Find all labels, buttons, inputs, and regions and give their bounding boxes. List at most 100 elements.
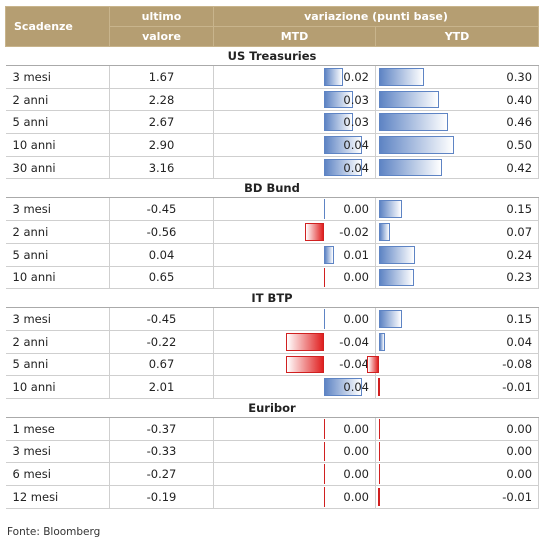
bar-positive — [379, 332, 385, 351]
maturity-label: 5 anni — [5, 243, 110, 267]
last-value: 2.90 — [109, 133, 214, 157]
header-mtd: MTD — [213, 26, 376, 47]
bar-axis — [379, 441, 380, 462]
change-value: 0.00 — [343, 489, 369, 504]
last-value: 1.67 — [109, 65, 214, 89]
table-row: 12 mesi -0.19 0.00 -0.01 — [5, 485, 540, 509]
bar-positive — [324, 68, 343, 86]
table-row: 30 anni 3.16 0.04 0.42 — [5, 156, 540, 180]
last-value: 0.67 — [109, 353, 214, 377]
change-value: 0.04 — [506, 334, 533, 349]
table-row: 10 anni 0.65 0.00 0.23 — [5, 266, 540, 290]
last-value: 2.67 — [109, 110, 214, 135]
change-value: 0.40 — [506, 92, 533, 107]
bar-positive — [324, 158, 362, 177]
change-value: 0.03 — [343, 115, 369, 130]
bar-negative — [286, 332, 324, 351]
bar-axis — [379, 464, 380, 484]
table-row: 5 anni 0.67 -0.04 -0.08 — [5, 353, 540, 377]
change-value: 0.50 — [506, 137, 533, 152]
maturity-label: 3 mesi — [5, 65, 110, 89]
bar-positive — [324, 90, 353, 109]
last-value: -0.37 — [109, 417, 214, 441]
table-row: 2 anni -0.22 -0.04 0.04 — [5, 330, 540, 354]
last-value: 2.01 — [109, 375, 214, 399]
last-value: -0.19 — [109, 485, 214, 509]
last-value: 3.16 — [109, 156, 214, 180]
table-row: 3 mesi -0.45 0.00 0.15 — [5, 197, 540, 222]
bar-negative — [377, 488, 380, 506]
last-value: 2.28 — [109, 88, 214, 112]
change-value: 0.00 — [343, 467, 369, 482]
bar-axis — [324, 464, 325, 484]
header-valore: valore — [109, 26, 214, 47]
bar-axis — [324, 418, 325, 439]
maturity-label: 1 mese — [5, 417, 110, 441]
bar-negative — [367, 355, 379, 374]
maturity-label: 3 mesi — [5, 440, 110, 464]
change-value: 0.46 — [506, 115, 533, 130]
change-value: 0.00 — [343, 270, 369, 285]
bar-positive — [379, 68, 424, 86]
change-value: 0.15 — [506, 202, 533, 217]
change-value: -0.01 — [502, 489, 533, 504]
header-scadenze: Scadenze — [5, 6, 110, 47]
table-body: US Treasuries 3 mesi 1.67 0.02 0.30 2 anni 2.2… — [5, 46, 540, 509]
bar-positive — [379, 268, 414, 287]
table-row: 3 mesi -0.45 0.00 0.15 — [5, 307, 540, 331]
bar-positive — [379, 310, 402, 328]
bar-positive — [379, 200, 402, 219]
bar-negative — [305, 223, 324, 241]
change-value: 0.00 — [506, 467, 533, 482]
maturity-label: 2 anni — [5, 88, 110, 112]
section-title: BD Bund — [5, 178, 539, 199]
last-value: -0.45 — [109, 197, 214, 222]
table-row: 5 anni 0.04 0.01 0.24 — [5, 243, 540, 267]
change-value: 0.07 — [506, 224, 533, 239]
section-title: US Treasuries — [5, 46, 539, 66]
change-value: 0.04 — [343, 137, 369, 152]
change-value: 0.30 — [506, 69, 533, 84]
change-value: 0.42 — [506, 160, 533, 175]
change-value: 0.00 — [343, 421, 369, 436]
change-value: 0.23 — [506, 270, 533, 285]
bar-positive — [379, 245, 415, 264]
bar-axis — [324, 309, 325, 329]
header-ultimo: ultimo — [109, 6, 214, 27]
header-variazione: variazione (punti base) — [212, 6, 540, 27]
change-value: 0.24 — [506, 247, 533, 262]
bar-negative — [377, 378, 380, 396]
maturity-label: 3 mesi — [5, 197, 110, 222]
last-value: -0.27 — [109, 462, 214, 486]
maturity-label: 10 anni — [5, 375, 110, 399]
bar-axis — [324, 199, 325, 220]
change-value: 0.00 — [343, 444, 369, 459]
table-row: 3 mesi 1.67 0.02 0.30 — [5, 65, 540, 89]
bar-positive — [324, 136, 362, 154]
section-title: IT BTP — [5, 288, 539, 309]
maturity-label: 2 anni — [5, 330, 110, 354]
bar-axis — [324, 267, 325, 288]
bar-axis — [324, 487, 325, 507]
change-value: -0.04 — [339, 357, 369, 372]
bar-positive — [379, 90, 439, 109]
change-value: 0.00 — [506, 421, 533, 436]
change-value: 0.00 — [343, 312, 369, 327]
maturity-label: 6 mesi — [5, 462, 110, 486]
change-value: 0.04 — [343, 380, 369, 395]
bar-positive — [379, 158, 442, 177]
change-value: 0.15 — [506, 312, 533, 327]
bar-axis — [379, 418, 380, 439]
last-value: 0.04 — [109, 243, 214, 267]
maturity-label: 12 mesi — [5, 485, 110, 509]
change-value: 0.03 — [343, 92, 369, 107]
table-row: 2 anni -0.56 -0.02 0.07 — [5, 220, 540, 244]
section-title: Euribor — [5, 397, 539, 418]
maturity-label: 10 anni — [5, 133, 110, 157]
change-value: -0.08 — [502, 357, 533, 372]
bar-positive — [379, 223, 390, 241]
bar-positive — [379, 113, 448, 132]
change-value: 0.00 — [343, 202, 369, 217]
last-value: -0.45 — [109, 307, 214, 331]
change-value: 0.00 — [506, 444, 533, 459]
